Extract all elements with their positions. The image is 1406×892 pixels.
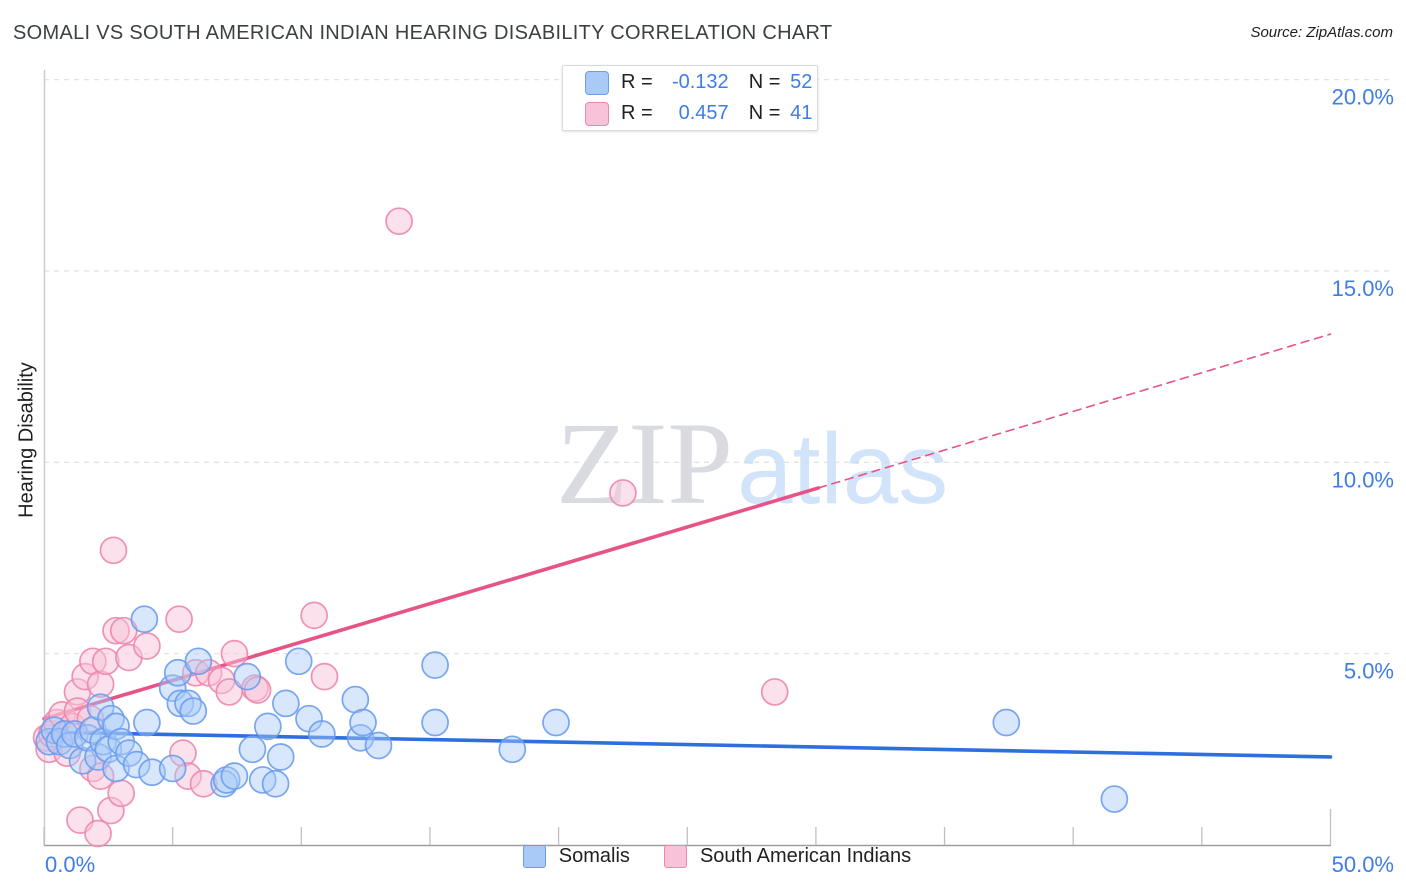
somalis-point[interactable] <box>179 697 208 725</box>
somalis-swatch-icon <box>522 845 546 868</box>
n-value-somalis: 52 <box>790 71 813 93</box>
series-legend: Somalis South American Indians <box>14 845 1406 868</box>
somalis-point[interactable] <box>498 735 527 764</box>
south-american-indians-point[interactable] <box>86 670 115 699</box>
watermark-atlas: atlas <box>737 413 948 525</box>
south-american-indians-point[interactable] <box>99 536 128 565</box>
legend-row-somalis: R = -0.132 N = 52 <box>563 69 817 96</box>
south-american-indians-swatch-icon <box>585 101 609 126</box>
somalis-point[interactable] <box>184 647 213 676</box>
somalis-trend-line <box>42 730 1333 759</box>
n-label: N = <box>748 71 781 93</box>
somalis-point[interactable] <box>542 708 570 737</box>
somalis-point[interactable] <box>341 685 370 714</box>
south-american-indians-swatch-icon <box>663 845 687 868</box>
watermark-zip: ZIP <box>556 398 733 529</box>
south-american-indians-point[interactable] <box>189 769 218 798</box>
somalis-point[interactable] <box>1100 785 1129 813</box>
legend-label: South American Indians <box>699 845 912 867</box>
south-american-indians-point[interactable] <box>107 779 136 808</box>
south-american-indians-trend-line <box>42 486 821 721</box>
somalis-point[interactable] <box>364 731 393 760</box>
somalis-point[interactable] <box>86 693 115 722</box>
y-tick-label: 15.0% <box>1332 276 1394 301</box>
somalis-point[interactable] <box>421 708 449 737</box>
somalis-point[interactable] <box>133 708 161 737</box>
south-american-indians-point[interactable] <box>133 632 161 660</box>
source-link[interactable]: Source: ZipAtlas.com <box>1250 24 1393 41</box>
south-american-indians-point[interactable] <box>165 605 193 634</box>
somalis-point[interactable] <box>130 605 159 634</box>
somalis-point[interactable] <box>421 651 449 679</box>
south-american-indians-point[interactable] <box>609 479 637 507</box>
somalis-point[interactable] <box>158 754 187 783</box>
south-american-indians-trend-line-extension <box>817 333 1332 489</box>
r-label: R = <box>621 102 653 124</box>
south-american-indians-point[interactable] <box>91 647 120 676</box>
somalis-point[interactable] <box>308 720 336 748</box>
legend-item-south-american-indians[interactable]: South American Indians <box>663 845 912 868</box>
somalis-point[interactable] <box>254 712 282 741</box>
legend-item-somalis[interactable]: Somalis <box>522 845 630 868</box>
somalis-point[interactable] <box>174 689 202 718</box>
somalis-point[interactable] <box>138 758 166 787</box>
watermark: ZIPatlas <box>556 398 948 529</box>
somalis-point[interactable] <box>97 704 125 733</box>
somalis-point[interactable] <box>233 662 262 691</box>
r-value-south-american-indians: 0.457 <box>678 102 729 124</box>
south-american-indians-point[interactable] <box>300 601 329 630</box>
x-axis-label-max: 50.0% <box>1332 852 1394 877</box>
south-american-indians-point[interactable] <box>310 662 339 691</box>
legend-row-south-american-indians: R = 0.457 N = 41 <box>563 100 817 127</box>
somalis-point[interactable] <box>220 762 249 790</box>
correlation-legend: R = -0.132 N = 52 R = 0.457 N = 41 <box>562 65 818 131</box>
south-american-indians-point[interactable] <box>760 678 789 706</box>
y-axis-title: Hearing Disability <box>15 362 38 518</box>
somalis-point[interactable] <box>284 647 313 676</box>
y-tick-label: 10.0% <box>1332 467 1394 492</box>
r-label: R = <box>621 71 653 93</box>
r-value-somalis: -0.132 <box>671 71 729 93</box>
somalis-point[interactable] <box>261 769 290 798</box>
y-tick-label: 20.0% <box>1332 85 1394 110</box>
south-american-indians-point[interactable] <box>84 819 112 848</box>
n-value-south-american-indians: 41 <box>790 102 813 124</box>
n-label: N = <box>748 102 781 124</box>
south-american-indians-point[interactable] <box>385 207 413 236</box>
somalis-point[interactable] <box>212 766 241 794</box>
somalis-point[interactable] <box>102 712 130 741</box>
y-tick-label: 5.0% <box>1344 659 1394 684</box>
chart-title: SOMALI VS SOUTH AMERICAN INDIAN HEARING … <box>13 22 833 44</box>
somalis-point[interactable] <box>349 708 377 737</box>
somalis-point[interactable] <box>166 689 195 718</box>
somalis-point[interactable] <box>266 743 295 771</box>
somalis-point[interactable] <box>272 689 300 718</box>
somalis-point[interactable] <box>238 735 267 764</box>
somalis-swatch-icon <box>585 70 609 95</box>
legend-label: Somalis <box>558 845 630 867</box>
somalis-point[interactable] <box>992 708 1021 737</box>
south-american-indians-point[interactable] <box>220 639 249 668</box>
chart-header: SOMALI VS SOUTH AMERICAN INDIAN HEARING … <box>0 0 1406 56</box>
x-axis-label-min: 0.0% <box>45 852 95 877</box>
somalis-point[interactable] <box>122 750 151 779</box>
